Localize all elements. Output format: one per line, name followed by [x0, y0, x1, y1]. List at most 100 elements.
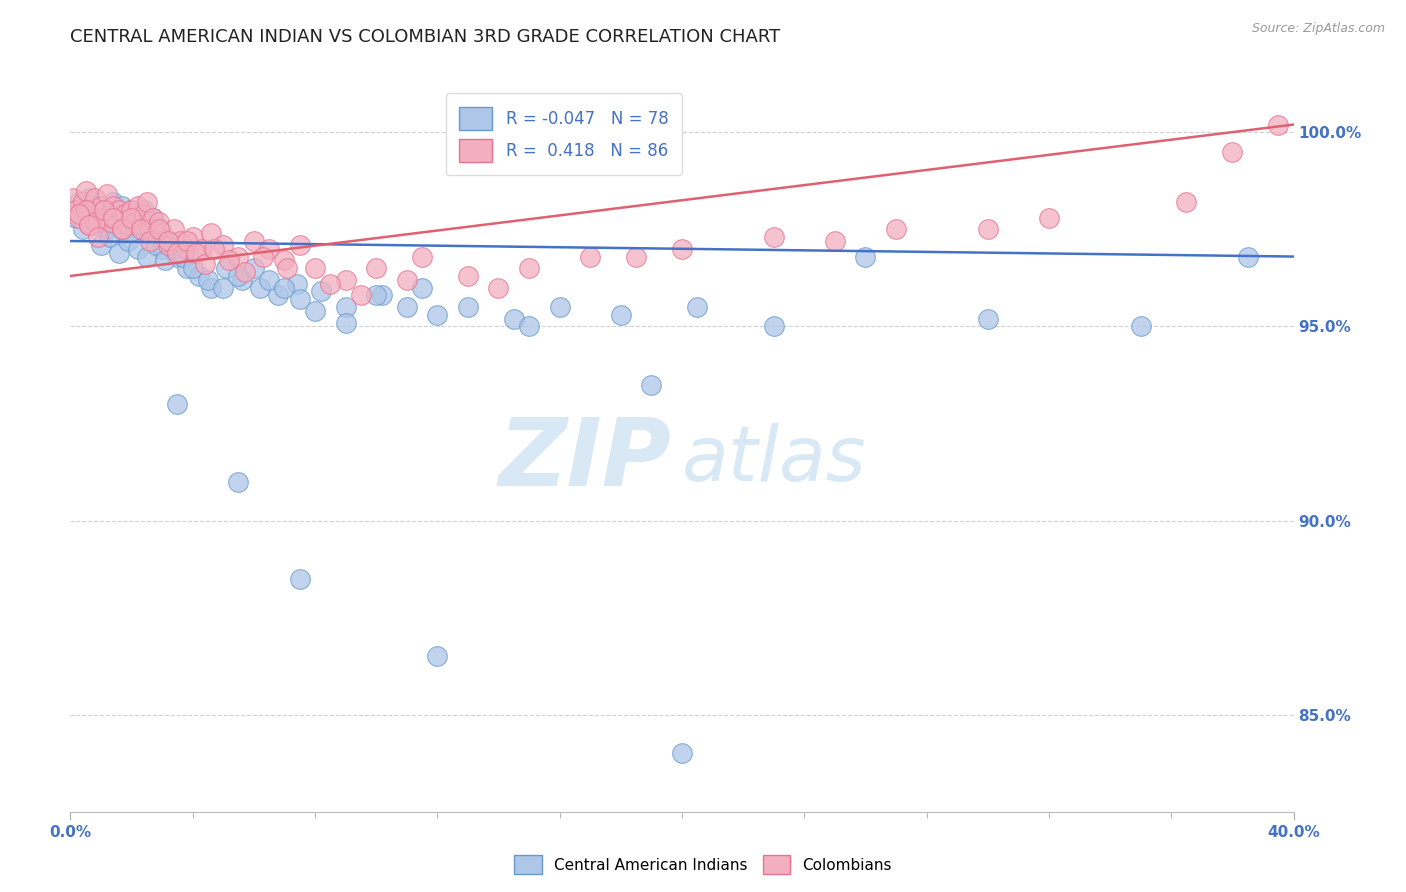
Point — [129, 219, 152, 233]
Text: Source: ZipAtlas.com: Source: ZipAtlas.com — [1251, 22, 1385, 36]
Point — [135, 250, 157, 264]
Point — [200, 280, 222, 294]
Point — [132, 207, 155, 221]
Legend: Central American Indians, Colombians: Central American Indians, Colombians — [508, 849, 898, 880]
Point — [124, 219, 146, 233]
Point — [855, 250, 877, 264]
Point — [762, 319, 785, 334]
Point — [671, 242, 693, 256]
Point — [288, 572, 311, 586]
Point — [181, 261, 204, 276]
Point — [127, 207, 149, 221]
Point — [304, 304, 326, 318]
Point — [157, 238, 180, 252]
Point — [69, 211, 91, 225]
Point — [93, 202, 115, 217]
Point — [169, 234, 191, 248]
Point — [671, 747, 693, 761]
Point — [157, 234, 180, 248]
Point — [267, 288, 290, 302]
Point — [111, 222, 134, 236]
Point — [121, 202, 143, 217]
Text: CENTRAL AMERICAN INDIAN VS COLOMBIAN 3RD GRADE CORRELATION CHART: CENTRAL AMERICAN INDIAN VS COLOMBIAN 3RD… — [70, 28, 780, 45]
Point — [350, 288, 373, 302]
Point — [411, 250, 433, 264]
Point — [273, 280, 295, 294]
Point — [75, 184, 97, 198]
Point — [228, 250, 250, 264]
Point — [194, 257, 217, 271]
Point — [191, 242, 214, 256]
Point — [824, 234, 846, 248]
Point — [686, 300, 709, 314]
Point — [335, 273, 357, 287]
Point — [426, 308, 449, 322]
Point — [304, 261, 326, 276]
Point — [121, 211, 143, 225]
Point — [101, 211, 124, 225]
Point — [139, 234, 162, 248]
Point — [457, 300, 479, 314]
Point — [108, 207, 131, 221]
Point — [243, 234, 266, 248]
Point — [145, 227, 167, 241]
Point — [1267, 118, 1289, 132]
Point — [366, 261, 388, 276]
Point — [233, 265, 256, 279]
Point — [335, 316, 357, 330]
Point — [163, 222, 186, 236]
Point — [457, 268, 479, 283]
Point — [502, 311, 524, 326]
Point — [72, 195, 94, 210]
Point — [124, 214, 146, 228]
Point — [93, 202, 115, 217]
Point — [285, 277, 308, 291]
Point — [276, 261, 298, 276]
Point — [77, 191, 100, 205]
Point — [228, 475, 250, 489]
Point — [288, 238, 311, 252]
Point — [153, 253, 176, 268]
Point — [150, 242, 173, 256]
Point — [181, 230, 204, 244]
Point — [150, 227, 173, 241]
Point — [187, 268, 209, 283]
Point — [976, 311, 998, 326]
Point — [166, 397, 188, 411]
Point — [101, 195, 124, 210]
Point — [197, 273, 219, 287]
Point — [96, 222, 118, 236]
Point — [142, 211, 165, 225]
Point — [184, 245, 207, 260]
Point — [111, 199, 134, 213]
Point — [111, 222, 134, 236]
Point — [90, 199, 112, 213]
Point — [166, 250, 188, 264]
Point — [127, 199, 149, 213]
Point — [98, 214, 121, 228]
Point — [80, 202, 103, 217]
Point — [624, 250, 647, 264]
Point — [77, 219, 100, 233]
Point — [129, 222, 152, 236]
Point — [148, 230, 170, 244]
Point — [96, 187, 118, 202]
Point — [252, 250, 274, 264]
Point — [90, 238, 112, 252]
Point — [139, 222, 162, 236]
Point — [90, 214, 112, 228]
Point — [218, 253, 240, 268]
Point — [117, 219, 139, 233]
Point — [98, 230, 121, 244]
Point — [65, 211, 87, 225]
Point — [548, 300, 571, 314]
Point — [121, 202, 143, 217]
Point — [117, 234, 139, 248]
Point — [62, 191, 84, 205]
Point — [212, 280, 235, 294]
Point — [288, 292, 311, 306]
Point — [101, 199, 124, 213]
Point — [762, 230, 785, 244]
Point — [579, 250, 602, 264]
Point — [200, 227, 222, 241]
